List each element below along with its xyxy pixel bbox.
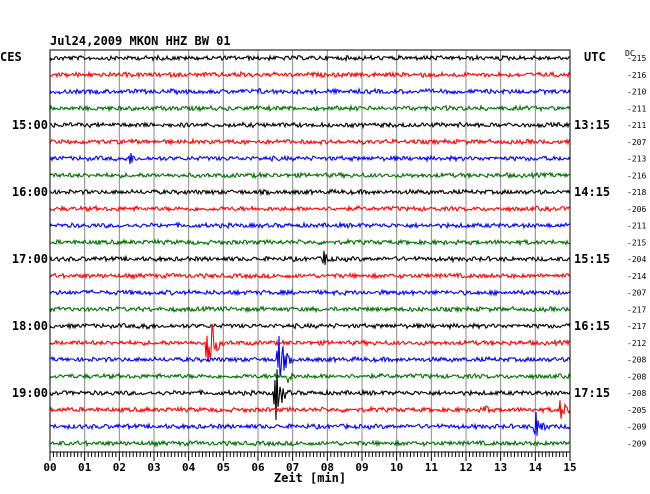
dc-offset-label: -207: [627, 138, 646, 147]
dc-offset-label: -217: [627, 322, 646, 331]
minute-grid: [84, 50, 536, 452]
dc-offset-label: -214: [627, 272, 646, 281]
left-hour-label: 18:00: [12, 319, 48, 333]
dc-offset-label: -212: [627, 339, 646, 348]
dc-offset-label: -216: [627, 71, 646, 80]
trace-line: [49, 288, 571, 297]
x-tick-label: 15: [563, 461, 576, 474]
trace-line: [49, 323, 571, 362]
x-tick-label: 08: [321, 461, 334, 474]
trace-line: [49, 70, 571, 79]
x-tick-label: 07: [286, 461, 299, 474]
x-tick-label: 06: [251, 461, 265, 474]
trace-line: [49, 170, 571, 180]
trace-line: [49, 137, 571, 147]
dc-offset-label: -218: [627, 188, 646, 197]
dc-offset-label: -209: [627, 423, 646, 432]
trace-line: [49, 369, 571, 421]
left-axis-label: CES: [0, 50, 22, 64]
dc-offset-label: -216: [627, 171, 646, 180]
dc-offset-label: -210: [627, 88, 646, 97]
x-tick-label: 10: [390, 461, 403, 474]
trace-line: [49, 439, 571, 448]
trace-line: [49, 250, 571, 265]
trace-line: [49, 53, 571, 63]
dc-offset-label: -204: [627, 255, 646, 264]
trace-line: [49, 120, 571, 130]
trace-line: [49, 400, 571, 419]
right-hour-label: 14:15: [574, 185, 610, 199]
x-tick-label: 11: [425, 461, 439, 474]
trace-line: [49, 204, 571, 213]
dc-offset-label: -215: [627, 54, 646, 63]
dc-offset-label: -211: [627, 104, 646, 113]
right-hour-label: 17:15: [574, 386, 610, 400]
dc-offset-label: -215: [627, 238, 646, 247]
x-tick-label: 04: [182, 461, 196, 474]
trace-line: [49, 371, 571, 383]
x-tick-label: 05: [217, 461, 230, 474]
right-hour-label: 13:15: [574, 118, 610, 132]
left-hour-label: 19:00: [12, 386, 48, 400]
x-tick-label: 14: [529, 461, 543, 474]
x-tick-label: 09: [355, 461, 368, 474]
left-hour-label: 17:00: [12, 252, 48, 266]
dc-offset-label: -208: [627, 389, 646, 398]
trace-line: [49, 237, 571, 247]
dc-offset-label: -211: [627, 222, 646, 231]
trace-line: [49, 220, 571, 230]
trace-line: [49, 321, 571, 331]
dc-offset-label: -211: [627, 121, 646, 130]
dc-offset-label: -208: [627, 372, 646, 381]
trace-line: [49, 86, 571, 96]
trace-line: [49, 335, 571, 377]
seismic-traces: [49, 53, 571, 448]
dc-offset-label: -217: [627, 305, 646, 314]
dc-offset-label: -209: [627, 439, 646, 448]
trace-line: [49, 188, 571, 197]
x-tick-label: 01: [78, 461, 92, 474]
axis-labels: -215 -216 -210 -211 -211 -207 -213 -216 -218 -206…: [12, 54, 647, 448]
x-tick-label: 00: [43, 461, 56, 474]
chart-title: Jul24,2009 MKON HHZ BW 01: [50, 34, 231, 48]
x-tick-label: 12: [459, 461, 472, 474]
trace-line: [49, 271, 571, 281]
right-hour-label: 16:15: [574, 319, 610, 333]
right-axis-label: UTC: [584, 50, 606, 64]
x-tick-label: 03: [147, 461, 160, 474]
dc-offset-label: -208: [627, 356, 646, 365]
trace-line: [49, 411, 571, 436]
dc-offset-label: -206: [627, 205, 646, 214]
dc-offset-label: -213: [627, 155, 646, 164]
trace-line: [49, 152, 571, 165]
left-hour-label: 16:00: [12, 185, 48, 199]
x-axis: 00 01 02 03 04 05 06 07 08 09 10 11 12 13 14 15: [43, 452, 577, 474]
dc-offset-label: -205: [627, 406, 646, 415]
trace-line: [49, 103, 571, 113]
dc-offset-label: -207: [627, 289, 646, 298]
x-axis-label: Zeit [min]: [274, 471, 346, 485]
left-hour-label: 15:00: [12, 118, 48, 132]
dc-label: DC: [625, 49, 635, 58]
x-tick-label: 02: [113, 461, 126, 474]
x-tick-label: 13: [494, 461, 507, 474]
trace-line: [49, 305, 571, 314]
right-hour-label: 15:15: [574, 252, 610, 266]
